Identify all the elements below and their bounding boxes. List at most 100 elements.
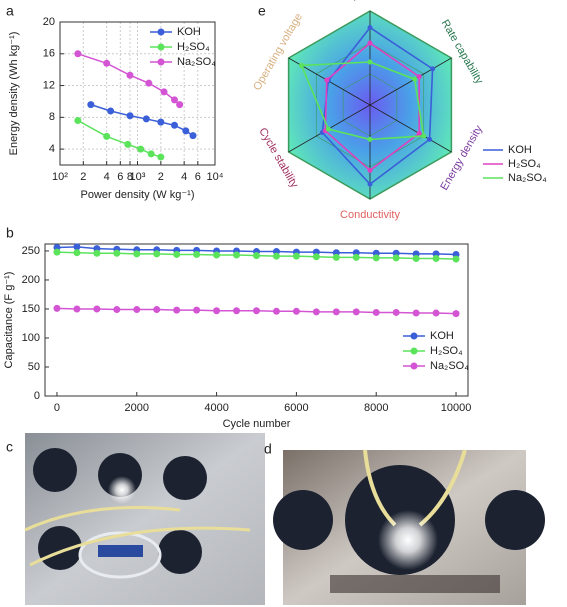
data-point <box>332 253 340 261</box>
data-point <box>133 306 141 314</box>
data-point <box>133 250 141 258</box>
x-tick-label: 8 <box>127 171 133 183</box>
plot-frame <box>59 21 216 166</box>
led-glow <box>108 476 136 504</box>
data-point <box>103 59 111 67</box>
panel-label: d <box>264 441 272 457</box>
x-tick-label: 0 <box>54 402 60 414</box>
data-point <box>103 132 111 140</box>
x-tick-label: 6 <box>195 171 201 183</box>
legend-label: H₂SO₄ <box>430 345 463 357</box>
logo <box>38 526 82 570</box>
data-point <box>213 307 221 315</box>
data-point <box>421 133 427 139</box>
x-tick-label: 2000 <box>125 402 149 414</box>
data-point <box>392 254 400 262</box>
logo <box>163 456 207 500</box>
photo-d <box>273 449 545 605</box>
data-point <box>147 150 155 158</box>
wire <box>24 506 251 567</box>
y-axis-label: Capacitance (F g⁻¹) <box>3 272 15 369</box>
data-point <box>157 153 165 161</box>
legend-label: KOH <box>177 26 201 38</box>
x-tick-label: 10³ <box>130 171 146 183</box>
radar-axis <box>369 57 452 106</box>
y-tick-label: 0 <box>34 390 40 402</box>
x-tick-label: 6 <box>117 171 123 183</box>
legend-label: KOH <box>430 330 454 342</box>
data-point <box>193 250 201 258</box>
x-tick-label: 2 <box>158 171 164 183</box>
data-point <box>412 76 418 82</box>
data-point <box>272 252 280 260</box>
led-glow <box>378 510 438 570</box>
data-point <box>367 167 373 173</box>
x-tick-label: 8000 <box>364 402 388 414</box>
data-point <box>145 79 153 87</box>
legend-label: Na₂SO₄ <box>508 172 547 184</box>
data-point <box>153 306 161 314</box>
y-tick-label: 50 <box>28 361 40 373</box>
data-point <box>367 25 373 31</box>
data-point <box>367 181 373 187</box>
legend-label: H₂SO₄ <box>508 158 541 170</box>
y-axis-label: Energy density (Wh kg⁻¹) <box>8 32 20 156</box>
dish <box>78 531 162 579</box>
x-tick-label: 10000 <box>441 402 472 414</box>
y-tick-label: 12 <box>43 79 55 91</box>
legend-marker <box>157 28 165 36</box>
panel-label: a <box>6 3 14 19</box>
radar-axis-label: Conductivity <box>340 209 400 221</box>
data-point <box>53 304 61 312</box>
data-point <box>412 255 420 263</box>
data-point <box>53 248 61 256</box>
legend-label: KOH <box>508 144 532 156</box>
data-point <box>189 132 197 140</box>
x-tick-label: 4 <box>181 171 187 183</box>
legend-label: Na₂SO₄ <box>177 56 216 68</box>
data-point <box>432 309 440 317</box>
data-point <box>142 115 150 123</box>
photo-c <box>24 433 265 605</box>
logo <box>273 490 333 550</box>
legend-marker <box>157 43 165 51</box>
text-band <box>330 575 500 593</box>
data-point <box>298 62 304 68</box>
data-point <box>113 306 121 314</box>
data-point <box>73 305 81 313</box>
series-line <box>77 119 162 158</box>
x-tick-label: 10⁴ <box>207 171 224 183</box>
data-point <box>367 136 373 142</box>
x-axis-label: Cycle number <box>223 418 291 430</box>
data-point <box>253 307 260 315</box>
legend-label: H₂SO₄ <box>177 41 210 53</box>
data-point <box>430 66 436 72</box>
data-point <box>73 243 81 251</box>
data-point <box>324 77 330 83</box>
data-point <box>452 310 460 318</box>
data-point <box>292 307 300 315</box>
data-point <box>170 96 178 104</box>
data-point <box>126 71 134 79</box>
data-point <box>312 253 320 261</box>
data-point <box>367 40 373 46</box>
data-point <box>173 250 181 258</box>
data-point <box>137 145 145 153</box>
data-point <box>367 59 373 65</box>
data-point <box>452 255 460 263</box>
data-point <box>153 250 161 258</box>
x-tick-label: 2 <box>80 171 86 183</box>
logo <box>485 490 545 550</box>
data-point <box>233 307 241 315</box>
data-point <box>182 127 190 135</box>
data-point <box>113 249 121 257</box>
data-point <box>233 251 241 259</box>
data-point <box>176 101 184 109</box>
data-point <box>427 136 433 142</box>
y-tick-label: 200 <box>22 274 40 286</box>
data-point <box>107 107 115 115</box>
y-tick-label: 16 <box>43 48 55 60</box>
data-point <box>432 255 440 263</box>
y-tick-label: 8 <box>49 111 55 123</box>
